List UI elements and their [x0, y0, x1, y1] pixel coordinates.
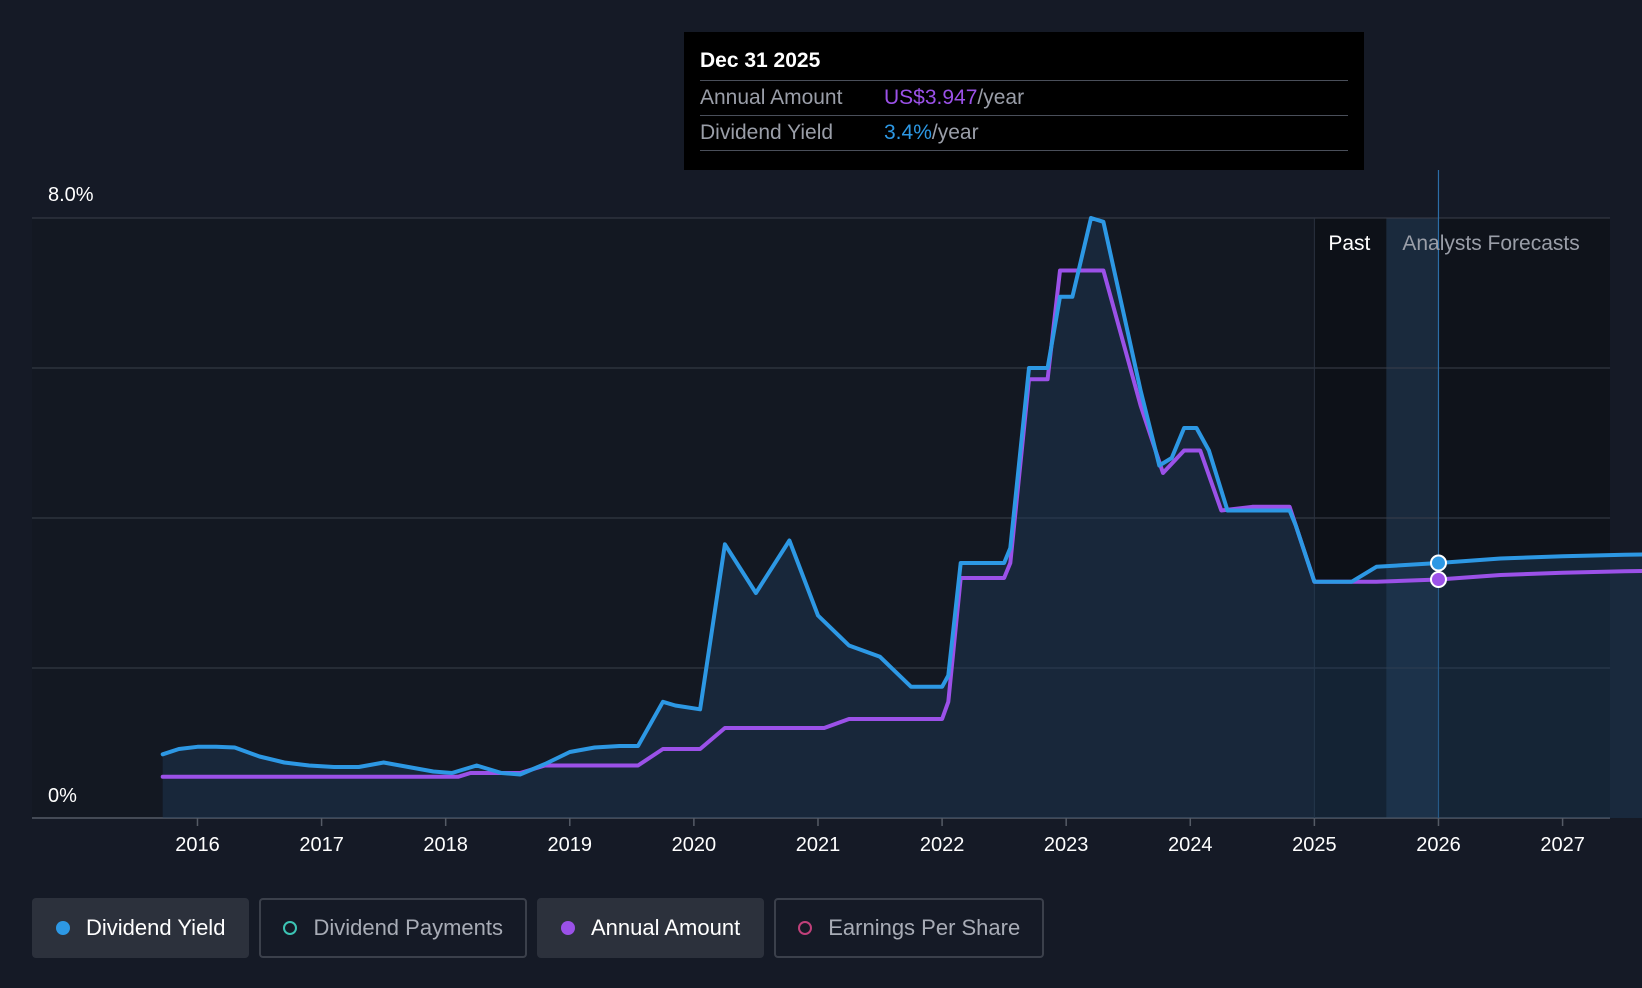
x-tick-label: 2025 [1292, 834, 1337, 856]
x-tick-label: 2017 [299, 834, 344, 856]
x-tick-label: 2026 [1416, 834, 1461, 856]
dividend-yield-line [160, 216, 1642, 777]
tooltip-label: Dividend Yield [700, 121, 834, 144]
forecast-label: Analysts Forecasts [1402, 232, 1579, 255]
tooltip-date: Dec 31 2025 [700, 49, 821, 72]
tooltip-label: Annual Amount [700, 86, 843, 109]
x-tick-label: 2022 [920, 834, 965, 856]
tooltip-value: US$3.947 [884, 86, 978, 109]
tooltip-value: 3.4% [884, 121, 932, 144]
legend-dot-icon [560, 921, 575, 935]
legend-annual-amount[interactable]: Annual Amount [536, 898, 765, 958]
legend-dot-icon [56, 921, 70, 935]
y-axis-bottom-label: 0% [48, 785, 77, 807]
legend-dividend-yield[interactable]: Dividend Yield [32, 898, 250, 958]
legend-label: Annual Amount [590, 915, 741, 940]
legend-earnings-per-share[interactable]: Earnings Per Share [774, 898, 1045, 958]
dividend-yield-area [162, 218, 1642, 818]
legend-label: Dividend Payments [313, 915, 503, 940]
x-tick-label: 2023 [1044, 834, 1089, 856]
x-tick-label: 2016 [175, 834, 220, 856]
annual-amount-marker [1429, 571, 1447, 588]
legend-dot-icon [798, 921, 813, 935]
legend: Dividend Yield Dividend Payments Annual … [32, 898, 1054, 958]
tooltip-row-annual-amount: Annual Amount US$3.947 /year [700, 80, 1348, 115]
y-axis-top-label: 8.0% [48, 184, 94, 206]
tooltip-row-dividend-yield: Dividend Yield 3.4% /year [700, 115, 1348, 151]
x-tick-label: 2019 [548, 834, 593, 856]
x-tick-label: 2020 [672, 834, 717, 856]
past-label: Past [1328, 232, 1370, 255]
legend-dot-icon [283, 921, 298, 935]
legend-label: Earnings Per Share [828, 915, 1021, 940]
tooltip-unit: /year [931, 121, 979, 144]
legend-dividend-payments[interactable]: Dividend Payments [259, 898, 527, 958]
legend-label: Dividend Yield [86, 915, 226, 940]
x-tick-label: 2024 [1168, 834, 1213, 856]
x-tick-label: 2021 [796, 834, 841, 856]
tooltip: Dec 31 2025 Annual Amount US$3.947 /year… [684, 32, 1364, 170]
tooltip-unit: /year [977, 86, 1025, 109]
dividend-yield-marker [1429, 554, 1447, 572]
x-tick-label: 2018 [423, 834, 468, 856]
x-tick-label: 2027 [1540, 834, 1585, 856]
